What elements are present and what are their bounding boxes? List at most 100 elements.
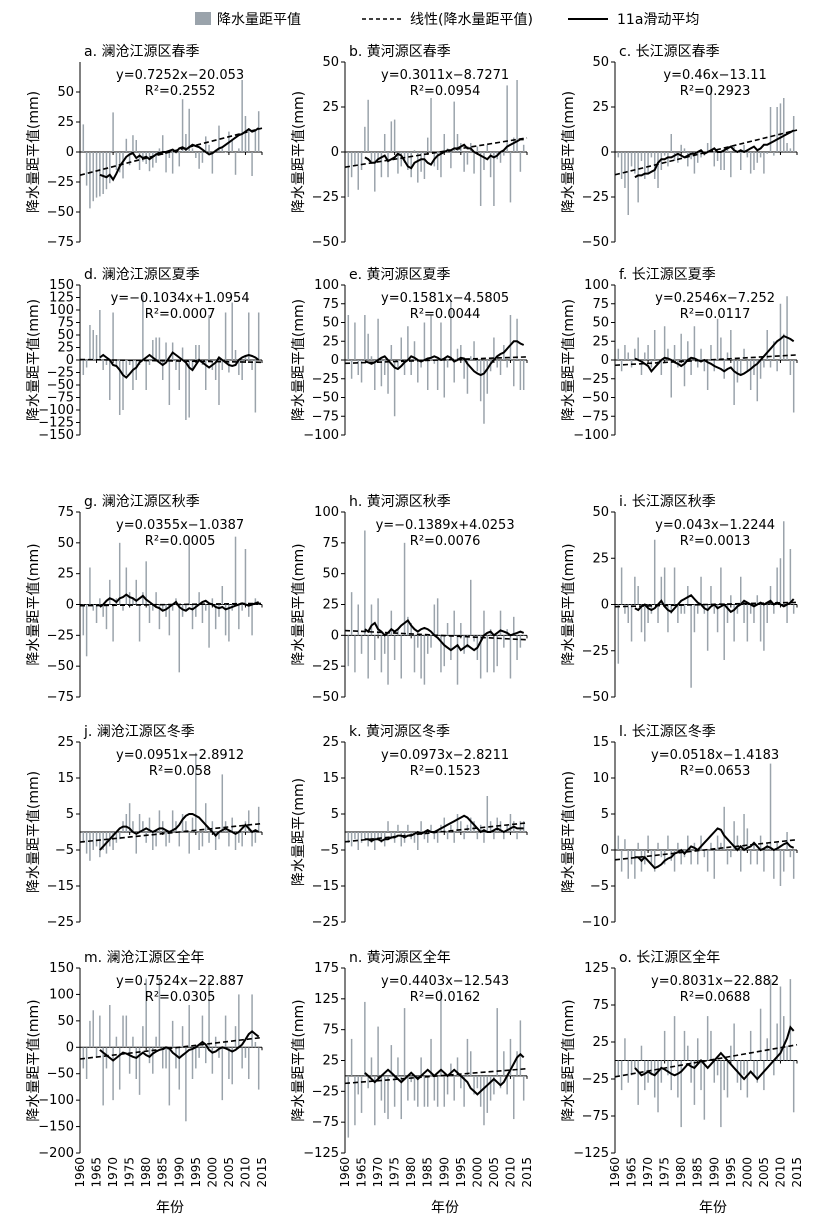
- bar: [730, 850, 732, 858]
- bar: [700, 348, 702, 360]
- bar: [513, 360, 515, 387]
- bar: [493, 832, 495, 840]
- bar: [214, 832, 217, 850]
- y-tick-label: 75: [57, 316, 74, 331]
- bar: [687, 1045, 689, 1061]
- bar: [696, 850, 699, 865]
- bar: [105, 360, 108, 365]
- bar: [426, 137, 429, 152]
- bar: [680, 333, 682, 360]
- bar: [115, 1036, 118, 1048]
- bar: [726, 352, 729, 360]
- bar: [426, 635, 429, 654]
- bar: [657, 1060, 659, 1113]
- bar: [667, 152, 669, 167]
- regression-equation: y=0.0951x−2.8912: [116, 748, 244, 763]
- bar: [125, 814, 128, 832]
- r-squared: R²=0.0007: [145, 307, 216, 322]
- bar: [640, 604, 643, 633]
- bar: [112, 832, 114, 850]
- trend-line: [614, 1043, 798, 1078]
- bar: [99, 1015, 101, 1048]
- bar: [637, 842, 639, 850]
- bar: [667, 604, 669, 633]
- y-tick-label: −75: [582, 409, 609, 424]
- bar: [756, 152, 759, 163]
- bar: [377, 318, 379, 360]
- bar: [706, 604, 709, 651]
- bar: [82, 124, 85, 152]
- bar: [453, 832, 455, 843]
- bar: [690, 152, 692, 160]
- r-squared: R²=0.0162: [410, 990, 481, 1005]
- bar: [397, 360, 399, 368]
- bar: [188, 536, 190, 605]
- bar: [746, 152, 749, 158]
- bar: [377, 152, 379, 160]
- bar: [383, 134, 386, 152]
- bar: [460, 623, 462, 636]
- bar: [393, 635, 396, 660]
- panel-title: o. 长江源区全年: [619, 949, 720, 966]
- bar: [696, 604, 699, 614]
- bar: [208, 604, 210, 648]
- bar: [377, 1026, 379, 1076]
- bar: [773, 604, 775, 614]
- bar: [221, 774, 224, 832]
- bar: [433, 360, 436, 364]
- bar: [776, 842, 778, 850]
- bar: [499, 360, 502, 375]
- bar: [195, 752, 197, 832]
- moving-average-line: [634, 129, 795, 179]
- bar: [773, 341, 775, 360]
- bar: [446, 360, 449, 368]
- bar: [360, 152, 363, 170]
- y-tick-label: −50: [47, 378, 74, 393]
- bar: [370, 1057, 373, 1076]
- bar: [522, 821, 525, 832]
- y-tick-label: 0: [331, 353, 339, 368]
- bar: [205, 136, 207, 152]
- bar: [257, 806, 260, 832]
- bar: [374, 360, 376, 390]
- legend: 降水量距平值 线性(降水量距平值) 11a滑动平均: [195, 11, 699, 28]
- bar: [135, 1047, 137, 1079]
- bar: [138, 1047, 141, 1095]
- y-tick-label: 50: [592, 316, 609, 331]
- bar: [185, 1047, 187, 1122]
- panel-title: i. 长江源区秋季: [619, 494, 716, 510]
- bar: [181, 1026, 184, 1048]
- bar: [400, 832, 402, 847]
- bar: [720, 337, 722, 360]
- bar: [241, 360, 243, 380]
- bar: [430, 98, 432, 152]
- bar: [407, 152, 409, 170]
- regression-equation: y=0.0973x−2.8211: [381, 748, 509, 763]
- bar: [367, 333, 369, 360]
- bar: [367, 1075, 369, 1089]
- bar: [400, 635, 402, 679]
- bar: [198, 1047, 200, 1058]
- bar: [756, 595, 759, 605]
- bar: [145, 978, 147, 1048]
- bar: [208, 978, 210, 1048]
- bar: [122, 1015, 124, 1048]
- bar: [630, 604, 633, 642]
- bar: [763, 360, 765, 368]
- x-tick-label: 2015: [255, 1157, 269, 1188]
- y-axis-label: 降水量距平值(mm): [561, 299, 577, 421]
- bar: [647, 835, 649, 850]
- bar: [486, 796, 489, 832]
- y-tick-label: 50: [322, 55, 339, 70]
- bar: [175, 821, 177, 832]
- regression-equation: y=0.0355x−1.0387: [116, 518, 244, 533]
- bar: [357, 360, 359, 375]
- bar: [374, 1075, 376, 1126]
- panel-1: 50 25 0 −25 −50 −75 a. 澜沧江源区春季 y=0.7252x−20.053…: [26, 43, 263, 250]
- bar: [95, 1047, 98, 1058]
- bar: [347, 635, 350, 667]
- x-axis-label-col1: 年份: [156, 1200, 184, 1216]
- bar: [673, 1016, 676, 1061]
- bar: [450, 152, 452, 169]
- y-tick-label: 15: [57, 771, 74, 786]
